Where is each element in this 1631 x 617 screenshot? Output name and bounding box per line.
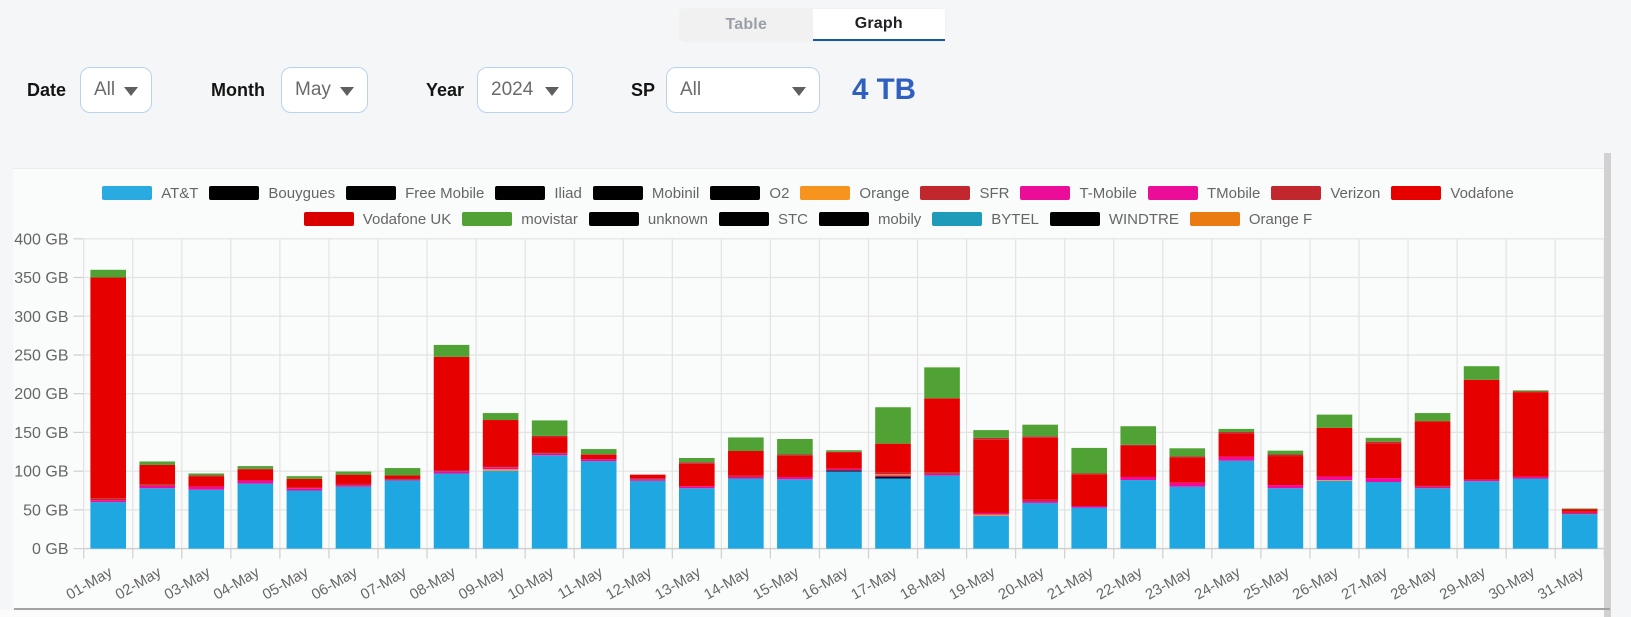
svg-text:31-May: 31-May [1535,563,1587,603]
svg-text:100 GB: 100 GB [14,464,68,481]
svg-text:25-May: 25-May [1241,563,1293,603]
svg-text:13-May: 13-May [652,563,704,603]
svg-text:03-May: 03-May [161,563,213,603]
svg-text:22-May: 22-May [1093,563,1145,603]
svg-text:05-May: 05-May [260,563,312,603]
svg-text:300 GB: 300 GB [14,309,68,326]
svg-text:10-May: 10-May [505,563,557,603]
svg-text:250 GB: 250 GB [14,348,68,365]
svg-text:09-May: 09-May [456,563,508,603]
svg-text:08-May: 08-May [407,563,459,603]
svg-text:150 GB: 150 GB [14,425,68,442]
svg-text:23-May: 23-May [1142,563,1194,603]
svg-text:17-May: 17-May [848,563,900,603]
svg-text:28-May: 28-May [1388,563,1440,603]
svg-text:26-May: 26-May [1290,563,1342,603]
svg-text:02-May: 02-May [112,563,164,603]
svg-text:14-May: 14-May [701,563,753,603]
svg-text:11-May: 11-May [555,563,606,602]
svg-text:20-May: 20-May [995,563,1047,603]
svg-text:01-May: 01-May [63,563,115,603]
svg-text:06-May: 06-May [309,563,361,603]
svg-text:29-May: 29-May [1437,563,1489,603]
svg-text:07-May: 07-May [358,563,410,603]
svg-text:50 GB: 50 GB [23,502,68,519]
svg-text:27-May: 27-May [1339,563,1391,603]
svg-text:12-May: 12-May [603,563,655,603]
svg-text:19-May: 19-May [946,563,998,603]
svg-text:21-May: 21-May [1044,563,1096,603]
svg-text:200 GB: 200 GB [14,386,68,403]
svg-text:30-May: 30-May [1486,563,1538,603]
svg-text:18-May: 18-May [897,563,949,603]
svg-text:400 GB: 400 GB [14,231,68,248]
svg-text:350 GB: 350 GB [14,270,68,287]
svg-text:15-May: 15-May [750,563,802,603]
svg-text:16-May: 16-May [799,563,851,603]
svg-text:24-May: 24-May [1192,563,1244,603]
svg-text:0 GB: 0 GB [32,541,68,558]
svg-text:04-May: 04-May [211,563,263,603]
